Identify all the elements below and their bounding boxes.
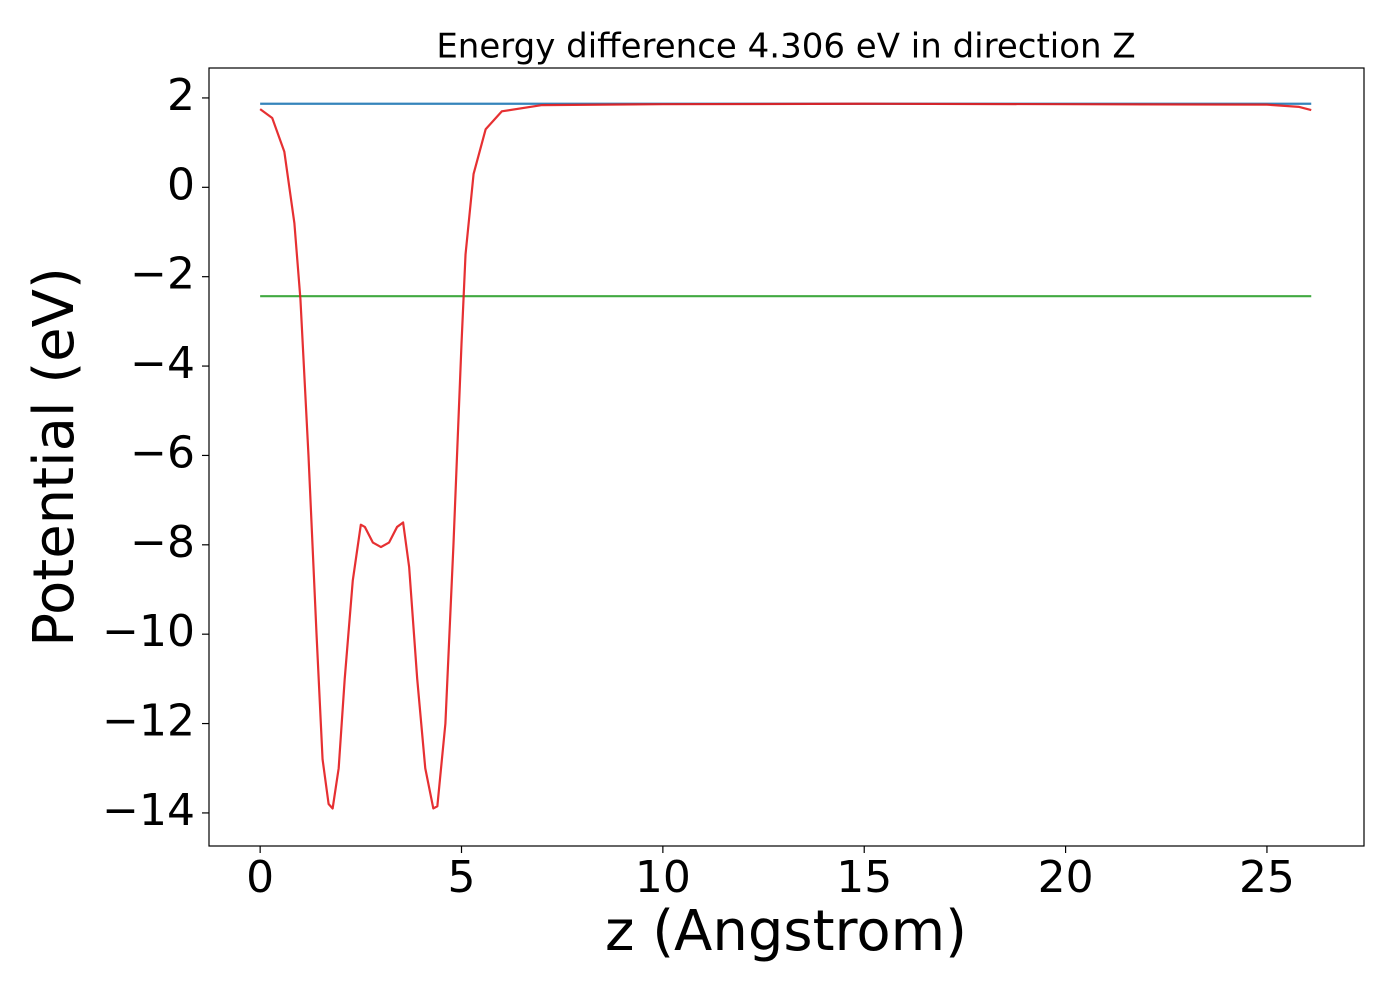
- line: [259, 102, 1312, 810]
- x-tick-label: 5: [448, 852, 476, 903]
- x-tick-label: 0: [246, 852, 274, 903]
- x-axis-label: z (Angstrom): [605, 899, 967, 964]
- y-tick-label: 2: [167, 70, 195, 121]
- y-tick-label: −14: [102, 785, 195, 836]
- y-tick-label: −8: [130, 517, 195, 568]
- x-tick-label: 20: [1038, 852, 1094, 903]
- y-tick-label: 0: [167, 159, 195, 210]
- x-tick-label: 10: [635, 852, 691, 903]
- y-tick-label: −6: [130, 427, 195, 478]
- chart-title: Energy difference 4.306 eV in direction …: [436, 27, 1135, 67]
- y-tick-label: −10: [102, 606, 195, 657]
- y-axis-label: Potential (eV): [22, 267, 87, 647]
- y-tick-label: −2: [130, 249, 195, 300]
- plot-frame: [208, 67, 1365, 847]
- x-tick-label: 25: [1239, 852, 1295, 903]
- y-tick-label: −12: [102, 696, 195, 747]
- y-tick-label: −4: [130, 338, 195, 389]
- x-tick-label: 15: [836, 852, 892, 903]
